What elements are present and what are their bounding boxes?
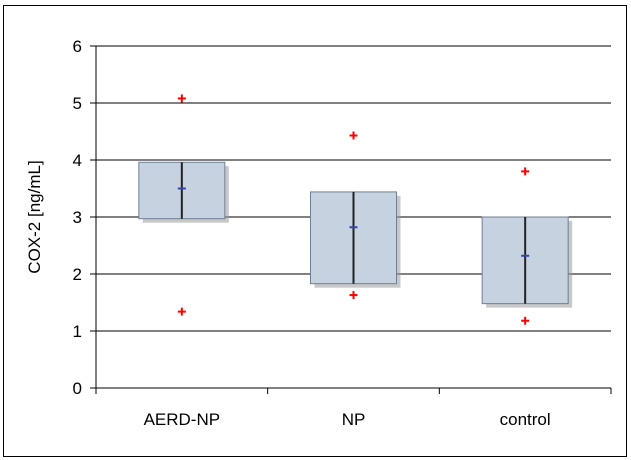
boxes xyxy=(138,94,573,325)
outlier-point xyxy=(349,291,358,300)
y-tick-label: 2 xyxy=(73,265,82,284)
axes xyxy=(90,45,612,394)
outlier-point xyxy=(177,94,186,103)
x-tick-label: NP xyxy=(342,410,366,429)
outlier-point xyxy=(521,316,530,325)
y-tick-label: 4 xyxy=(73,151,82,170)
outlier-point xyxy=(521,167,530,176)
y-tick-label: 6 xyxy=(73,37,82,56)
outlier-point xyxy=(177,307,186,316)
x-tick-label: AERD-NP xyxy=(144,410,221,429)
box-AERD-NP xyxy=(138,94,229,316)
x-tick-label: control xyxy=(500,410,551,429)
box-NP xyxy=(310,131,401,300)
box-control xyxy=(481,167,573,325)
y-tick-label: 5 xyxy=(73,94,82,113)
y-tick-label: 3 xyxy=(73,208,82,227)
labels: 0 1 2 3 4 5 6 AERD-NP NP control xyxy=(73,37,551,429)
y-tick-label: 1 xyxy=(73,322,82,341)
y-axis-title: COX-2 [ng/mL] xyxy=(25,160,44,273)
outlier-point xyxy=(349,131,358,140)
y-tick-label: 0 xyxy=(73,379,82,398)
